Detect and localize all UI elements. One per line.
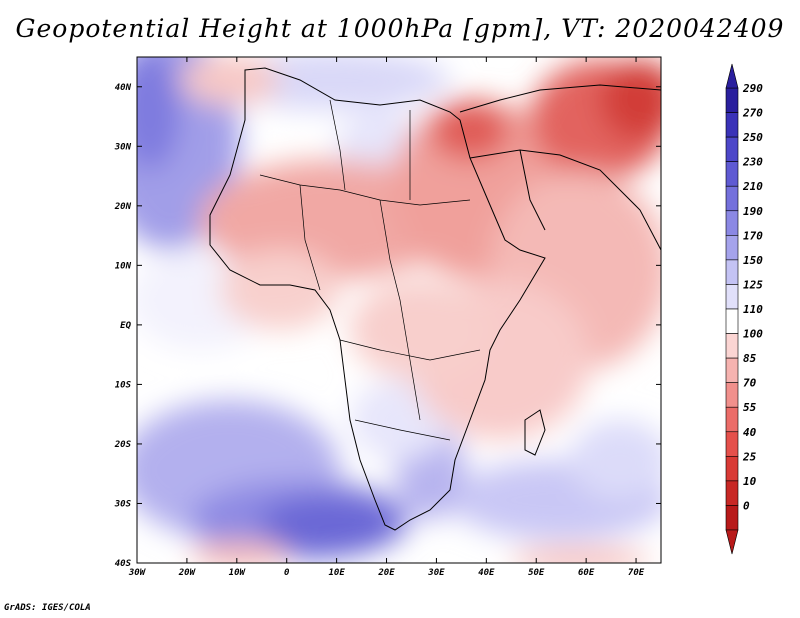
colorbar-swatch: [725, 185, 739, 212]
colorbar-swatch: [725, 210, 739, 236]
colorbar-swatch: [725, 259, 739, 285]
lon-tick: 30W: [128, 57, 147, 578]
lat-tick-label: 30N: [114, 142, 132, 152]
colorbar-label: 210: [742, 180, 763, 193]
colorbar-arrow-top: [725, 63, 739, 89]
colorbar-label: 170: [743, 229, 763, 242]
lat-tick-label: 20N: [114, 202, 132, 212]
colorbar-arrow-bottom: [725, 529, 739, 555]
colorbar-label: 150: [743, 254, 763, 267]
colorbar-swatch: [725, 161, 739, 187]
lat-tick: 10S: [115, 380, 661, 390]
colorbar-label: 230: [742, 156, 763, 169]
colorbar-label: 85: [743, 352, 757, 365]
colorbar-swatch: [725, 480, 739, 506]
lon-tick-label: 30E: [427, 568, 445, 578]
colorbar: 2902702502302101901701501251101008570554…: [725, 63, 763, 555]
colorbar-swatch: [725, 136, 739, 162]
map-title: Geopotential Height at 1000hPa [gpm], VT…: [15, 14, 785, 43]
lon-tick: 40E: [478, 57, 495, 578]
colorbar-swatch: [725, 308, 739, 334]
lon-tick-label: 20W: [178, 568, 197, 578]
lon-tick-label: 10E: [328, 568, 345, 578]
lon-tick-label: 10W: [229, 568, 247, 578]
lon-tick-label: 40E: [478, 568, 495, 578]
lon-tick: 0: [284, 57, 290, 578]
coastlines: [209, 67, 661, 531]
colorbar-swatch: [725, 87, 739, 113]
colorbar-label: 10: [743, 475, 757, 488]
colorbar-label: 290: [742, 82, 763, 95]
lat-tick: 40S: [115, 559, 661, 569]
lat-tick-label: EQ: [120, 321, 131, 331]
lon-tick: 60E: [578, 57, 595, 578]
colorbar-label: 125: [743, 278, 763, 291]
lat-tick: 20N: [114, 202, 661, 212]
lon-tick: 70E: [628, 57, 645, 578]
latitude-axis: 40N 30N 20N 10N EQ 10S 20S 30S 40S: [114, 83, 661, 569]
colorbar-label: 100: [743, 328, 763, 341]
lon-tick: 10W: [229, 57, 247, 578]
colorbar-swatch: [725, 382, 739, 408]
colorbar-swatch: [725, 431, 739, 457]
lat-tick-label: 40N: [115, 83, 132, 93]
lon-tick-label: 70E: [628, 568, 645, 578]
lat-tick-label: 40S: [115, 559, 132, 569]
lat-tick: EQ: [120, 321, 661, 331]
lon-tick: 20E: [377, 57, 395, 578]
lon-tick-label: 60E: [578, 568, 595, 578]
lon-tick: 20W: [178, 57, 197, 578]
lon-tick-label: 0: [284, 568, 290, 578]
colorbar-swatch: [725, 235, 739, 261]
colorbar-label: 110: [743, 303, 763, 316]
lat-tick-label: 10S: [115, 380, 132, 390]
lon-tick: 50E: [528, 57, 545, 578]
lat-tick-label: 10N: [115, 261, 132, 271]
colorbar-swatch: [725, 456, 739, 482]
lat-tick: 40N: [115, 83, 661, 93]
colorbar-label: 0: [743, 499, 750, 512]
lat-tick: 10N: [115, 261, 661, 271]
colorbar-label: 250: [742, 131, 763, 144]
height-field: [137, 57, 661, 563]
colorbar-label: 55: [743, 401, 757, 414]
colorbar-swatch: [725, 112, 739, 138]
lat-tick: 30N: [114, 142, 661, 152]
colorbar-swatch: [725, 333, 739, 359]
map-frame: [136, 56, 662, 564]
longitude-axis: 30W 20W 10W 0 10E 20E 30E 40E 50E 60E 70E: [128, 57, 645, 578]
colorbar-label: 40: [743, 426, 757, 439]
lon-tick: 10E: [328, 57, 345, 578]
lat-tick: 30S: [114, 499, 661, 509]
lat-tick: 20S: [114, 440, 661, 450]
colorbar-label: 70: [743, 377, 757, 390]
grads-credit: GrADS: IGES/COLA: [4, 603, 91, 613]
colorbar-swatch: [725, 406, 739, 433]
lat-tick-label: 20S: [114, 440, 132, 450]
colorbar-label: 190: [743, 205, 763, 218]
colorbar-swatch: [725, 505, 739, 531]
lat-tick-label: 30S: [114, 499, 132, 509]
colorbar-swatch: [725, 284, 739, 310]
colorbar-label: 270: [742, 107, 763, 120]
colorbar-swatch: [725, 357, 739, 383]
lon-tick-label: 50E: [528, 568, 545, 578]
colorbar-label: 25: [742, 450, 757, 463]
lon-tick: 30E: [427, 57, 445, 578]
lon-tick-label: 20E: [377, 568, 395, 578]
lon-tick-label: 30W: [128, 568, 147, 578]
